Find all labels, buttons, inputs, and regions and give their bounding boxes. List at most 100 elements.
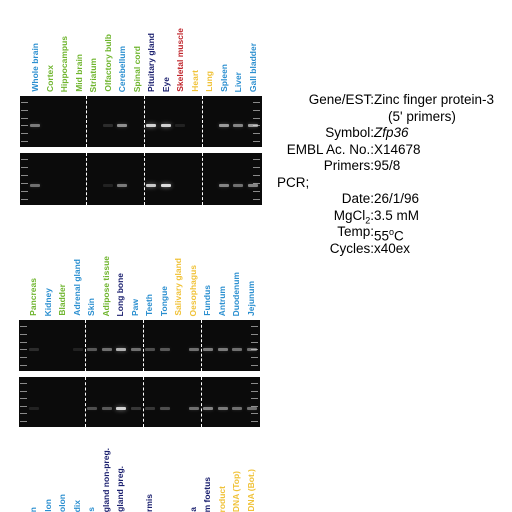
gel-band [233, 124, 243, 128]
ladder-band [253, 159, 260, 160]
lane-label: Jejunum [245, 281, 256, 316]
lane-label: Eye [160, 76, 171, 92]
gel-band [217, 407, 228, 410]
ladder-band [20, 341, 27, 343]
temp-value-num: 55 [374, 228, 390, 244]
lane-label: gland non-preg. [100, 447, 111, 512]
gel-band [218, 124, 229, 128]
lane-label: Olfactory bulb [102, 34, 113, 92]
ladder-band [253, 199, 260, 200]
mgcl-key-colon: : [370, 207, 374, 223]
ladder-band [21, 199, 28, 200]
ladder-band [20, 333, 27, 335]
gel-band [232, 348, 242, 352]
lane-label: Pancreas [28, 278, 38, 316]
gel-band [159, 407, 170, 410]
primers-value: 95/8 [374, 158, 401, 173]
gel-band [102, 124, 113, 128]
lane-label: n [28, 506, 38, 512]
lane-label: gland preg. [115, 466, 125, 512]
gel-band [246, 407, 257, 410]
lane-label: Heart [189, 70, 200, 92]
embl-value: X14678 [374, 141, 421, 157]
group-divider [144, 96, 145, 147]
ladder-band [20, 413, 27, 415]
lane-label: Long bone [115, 272, 125, 316]
gel-band [232, 407, 242, 410]
ladder-band [21, 167, 28, 168]
gene-value-2: (5' primers) [388, 108, 456, 124]
group-divider [86, 96, 87, 147]
lane-label: Adrenal gland [71, 259, 82, 316]
gene-row-2: (5' primers) [276, 109, 512, 126]
group-divider [201, 320, 202, 371]
gel-band [175, 124, 185, 128]
gel-top-1 [20, 96, 262, 147]
lane-labels-top: Whole brain Cortex Hippocampus Mid brain Str… [30, 0, 262, 92]
lane-label: Cortex [44, 65, 55, 92]
gel-band [116, 348, 126, 352]
ladder-band [251, 398, 258, 400]
ladder-band [253, 133, 260, 135]
ladder-band [21, 109, 28, 111]
primers-key: Primers: [323, 158, 374, 173]
gel-band [146, 184, 156, 188]
lane-label: DNA (Top) [231, 470, 241, 512]
lane-label: Paw [129, 298, 140, 316]
gel-band [29, 348, 39, 352]
lane-label: Fundus [202, 285, 212, 316]
ladder-band [253, 175, 260, 176]
gel-band [247, 184, 258, 188]
lane-labels-mid: Pancreas Kidney Bladder Adrenal gland Skin Ad… [28, 256, 260, 316]
lane-label: DNA (Bot.) [245, 469, 256, 512]
ladder-band [20, 349, 27, 351]
lane-label: Skin [86, 298, 96, 316]
gel-band [188, 348, 199, 352]
lane-label: Skeletal muscle [175, 28, 185, 92]
gel-band [72, 348, 83, 352]
symbol-row: Symbol: Zfp36 [276, 125, 512, 142]
lane-label: lon [42, 499, 53, 512]
gel-band [203, 348, 213, 352]
gel-band [117, 184, 127, 188]
date-value: 26/1/96 [374, 191, 420, 206]
lane-label: Spleen [218, 64, 229, 92]
temp-value-degree: o [389, 227, 395, 237]
ladder-band [20, 398, 27, 400]
ladder-band [21, 117, 28, 119]
group-divider [202, 96, 203, 147]
embl-key: EMBL Ac. No.: [286, 141, 374, 157]
primers-row: Primers: 95/8 [276, 158, 512, 175]
temp-key: Temp: [337, 224, 374, 239]
symbol-value: Zfp36 [374, 125, 409, 140]
ladder-band [21, 125, 28, 127]
ladder-band [253, 141, 260, 142]
ladder-band [21, 191, 28, 192]
ladder-band [251, 413, 258, 415]
ladder-band [21, 102, 28, 103]
cycles-key: Cycles: [329, 240, 374, 256]
group-divider [143, 377, 144, 427]
temp-value-unit: C [394, 228, 404, 244]
gel-band [145, 407, 155, 410]
gel-band [102, 184, 113, 188]
ladder-band [251, 349, 258, 351]
date-key: Date: [341, 191, 374, 206]
mgcl-value: 3.5 mM [374, 207, 420, 223]
mgcl-key-sub: 2 [365, 215, 371, 226]
lane-label: Striatum [88, 57, 98, 92]
embl-row: EMBL Ac. No.: X14678 [276, 142, 512, 159]
ladder-band [251, 341, 258, 343]
symbol-key: Symbol: [325, 125, 374, 140]
lane-label: rmis [144, 494, 154, 512]
lane-label: Tongue [158, 285, 169, 316]
gel-band [87, 348, 97, 352]
ladder-band [251, 365, 258, 366]
ladder-band [253, 167, 260, 168]
temp-row: Temp: 55oC [276, 224, 512, 244]
mgcl-key-text: MgCl [333, 207, 366, 223]
ladder-band [20, 383, 27, 384]
ladder-band [251, 326, 258, 327]
lane-label: Pituitary gland [146, 32, 156, 92]
gel-band [101, 348, 112, 352]
